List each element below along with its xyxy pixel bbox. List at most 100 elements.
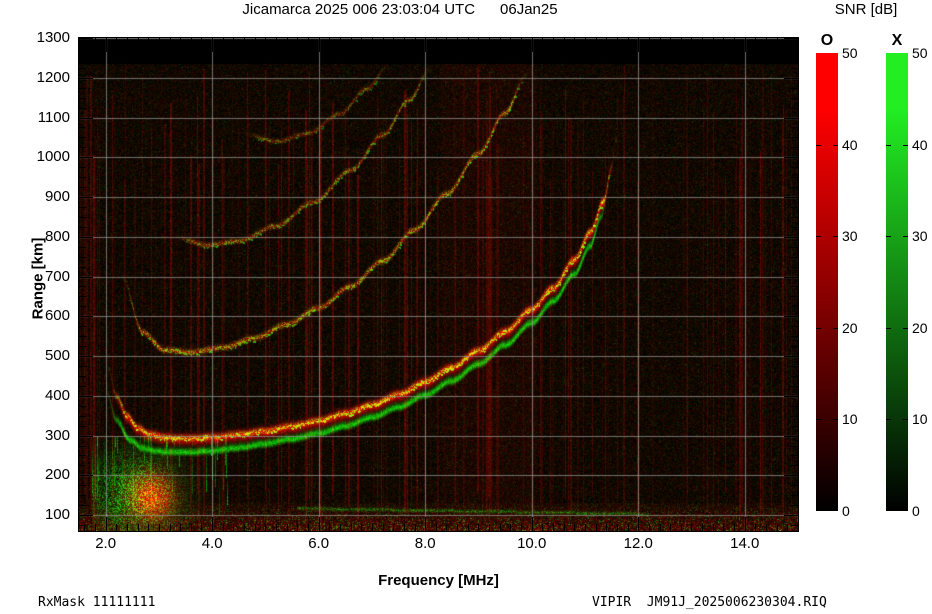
x-tick-mark xyxy=(446,524,447,531)
y-tick-mark xyxy=(791,306,798,307)
y-tick-mark xyxy=(791,296,798,297)
y-tick-label: 300 xyxy=(44,426,70,444)
x-tick-label: 2.0 xyxy=(95,535,117,552)
colorbar-tick-mark xyxy=(816,145,821,146)
x-tick-mark xyxy=(777,524,778,531)
x-tick-mark xyxy=(628,38,629,45)
x-tick-mark xyxy=(649,38,650,45)
x-tick-label: 12.0 xyxy=(623,535,653,552)
x-tick-mark xyxy=(244,524,245,531)
y-tick-label: 900 xyxy=(44,188,70,206)
x-tick-mark xyxy=(106,38,107,52)
x-tick-mark xyxy=(404,524,405,531)
x-tick-mark xyxy=(276,38,277,45)
x-tick-mark xyxy=(287,524,288,531)
y-tick-mark xyxy=(79,485,86,486)
x-tick-mark xyxy=(116,38,117,45)
x-tick-label: 8.0 xyxy=(414,535,436,552)
y-tick-mark xyxy=(79,58,86,59)
x-tick-mark xyxy=(170,524,171,531)
y-tick-mark xyxy=(79,475,93,476)
y-tick-mark xyxy=(79,108,86,109)
colorbar-tick-label: 50 xyxy=(912,45,928,61)
y-tick-mark xyxy=(79,118,93,119)
x-tick-mark xyxy=(148,38,149,45)
colorbar-tick-mark xyxy=(816,236,821,237)
x-tick-mark xyxy=(532,38,533,52)
y-tick-mark xyxy=(79,217,86,218)
x-tick-mark xyxy=(723,38,724,45)
x-tick-mark xyxy=(180,38,181,45)
y-tick-mark xyxy=(79,247,86,248)
x-tick-mark xyxy=(777,38,778,45)
x-tick-mark xyxy=(713,38,714,45)
y-tick-mark xyxy=(784,78,798,79)
y-tick-label: 1200 xyxy=(36,68,70,86)
y-tick-mark xyxy=(791,505,798,506)
y-tick-mark xyxy=(784,515,798,516)
plot-area[interactable] xyxy=(78,37,799,532)
x-tick-mark xyxy=(116,524,117,531)
x-tick-mark xyxy=(180,524,181,531)
x-tick-mark xyxy=(223,524,224,531)
colorbar-tick-label: 10 xyxy=(842,411,858,428)
y-tick-mark xyxy=(79,78,93,79)
x-tick-mark xyxy=(691,524,692,531)
y-tick-mark xyxy=(791,48,798,49)
x-tick-mark xyxy=(542,524,543,531)
y-tick-label: 1300 xyxy=(36,29,70,46)
colorbar-tick-mark xyxy=(886,419,891,420)
x-tick-mark xyxy=(766,38,767,45)
colorbar-tick-label: 0 xyxy=(842,503,850,519)
y-tick-mark xyxy=(791,446,798,447)
x-tick-mark xyxy=(638,517,639,531)
y-tick-mark xyxy=(791,426,798,427)
y-tick-mark xyxy=(784,38,798,39)
x-tick-mark xyxy=(564,524,565,531)
colorbar-tick-label: 30 xyxy=(842,228,858,245)
x-tick-mark xyxy=(436,38,437,45)
x-tick-mark xyxy=(745,38,746,52)
y-tick-mark xyxy=(79,167,86,168)
x-tick-mark xyxy=(617,524,618,531)
x-tick-mark xyxy=(681,38,682,45)
y-tick-mark xyxy=(784,396,798,397)
x-tick-mark xyxy=(628,524,629,531)
x-tick-mark xyxy=(755,524,756,531)
x-tick-mark xyxy=(787,524,788,531)
x-tick-mark xyxy=(745,517,746,531)
y-tick-label: 800 xyxy=(44,227,70,245)
colorbar-tick-mark xyxy=(833,236,838,237)
y-tick-mark xyxy=(79,207,86,208)
x-tick-mark xyxy=(606,38,607,45)
x-tick-mark xyxy=(255,524,256,531)
colorbar-tick-mark xyxy=(816,328,821,329)
y-tick-mark xyxy=(79,416,86,417)
y-tick-mark xyxy=(79,436,93,437)
y-tick-mark xyxy=(791,247,798,248)
x-tick-mark xyxy=(191,38,192,45)
y-tick-label: 1000 xyxy=(36,148,70,166)
x-tick-mark xyxy=(660,524,661,531)
x-tick-mark xyxy=(457,524,458,531)
y-tick-mark xyxy=(791,485,798,486)
x-tick-mark xyxy=(702,38,703,45)
y-tick-mark xyxy=(791,326,798,327)
x-tick-mark xyxy=(95,38,96,45)
y-tick-mark xyxy=(791,495,798,496)
x-tick-mark xyxy=(127,524,128,531)
y-tick-mark xyxy=(791,127,798,128)
y-tick-mark xyxy=(791,137,798,138)
x-tick-mark xyxy=(596,524,597,531)
x-tick-mark xyxy=(191,524,192,531)
y-tick-mark xyxy=(79,147,86,148)
x-tick-mark xyxy=(585,524,586,531)
colorbar-tick-label: 20 xyxy=(912,319,928,336)
x-tick-mark xyxy=(415,38,416,45)
y-tick-mark xyxy=(79,495,86,496)
y-tick-mark xyxy=(79,98,86,99)
x-tick-mark xyxy=(383,524,384,531)
colorbar-tick-mark xyxy=(886,145,891,146)
x-tick-mark xyxy=(106,517,107,531)
